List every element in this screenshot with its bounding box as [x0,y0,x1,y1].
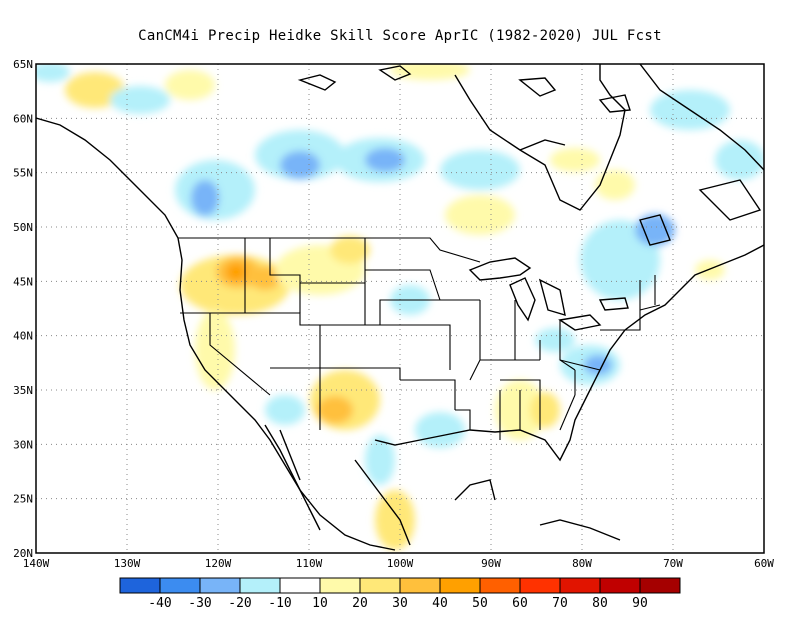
map-frame [35,63,765,554]
colorbar-swatch [199,577,241,594]
colorbar-label: 30 [392,596,408,611]
skill-shading [36,64,764,550]
colorbar-swatch [479,577,521,594]
lat-label: 55N [13,167,33,180]
colorbar-swatch [519,577,561,594]
colorbar-label: 60 [512,596,528,611]
lon-label: 90W [481,557,501,570]
colorbar-label: 10 [312,596,328,611]
colorbar-label: -20 [228,596,251,611]
state-borders [178,237,661,440]
lon-label: 120W [205,557,232,570]
colorbar-label: 80 [592,596,608,611]
lon-label: 70W [663,557,683,570]
colorbar-swatch [559,577,601,594]
lat-label: 40N [13,330,33,343]
latitude-labels: 65N 60N 55N 50N 45N 40N 35N 30N 25N 20N [13,58,33,560]
colorbar-label: -10 [268,596,291,611]
colorbar-label: 70 [552,596,568,611]
colorbar-label: -40 [148,596,171,611]
lat-label: 45N [13,275,33,288]
colorbar [119,577,681,594]
lat-label: 60N [13,112,33,125]
colorbar-label: 20 [352,596,368,611]
colorbar-swatch [359,577,401,594]
colorbar-swatch [159,577,201,594]
colorbar-swatch [439,577,481,594]
colorbar-swatch [119,577,161,594]
lat-label: 65N [13,58,33,71]
longitude-labels: 140W 130W 120W 110W 100W 90W 80W 70W 60W [23,557,775,570]
colorbar-swatch [639,577,681,594]
lat-label: 20N [13,547,33,560]
lat-label: 50N [13,221,33,234]
colorbar-swatch [319,577,361,594]
lon-label: 60W [754,557,774,570]
lat-label: 25N [13,493,33,506]
map-title: CanCM4i Precip Heidke Skill Score AprIC … [138,28,662,44]
lon-label: 110W [296,557,323,570]
colorbar-swatch [399,577,441,594]
lon-label: 130W [114,557,141,570]
colorbar-label: 50 [472,596,488,611]
colorbar-swatch [279,577,321,594]
colorbar-label: 40 [432,596,448,611]
colorbar-swatch [239,577,281,594]
colorbar-label: -30 [188,596,211,611]
colorbar-label: 90 [632,596,648,611]
colorbar-labels: -40 -30 -20 -10 10 20 30 40 50 60 70 80 90 [148,596,648,611]
lon-label: 80W [572,557,592,570]
lat-label: 30N [13,438,33,451]
lon-label: 140W [23,557,50,570]
colorbar-swatch [599,577,641,594]
lon-label: 100W [387,557,414,570]
lat-label: 35N [13,384,33,397]
